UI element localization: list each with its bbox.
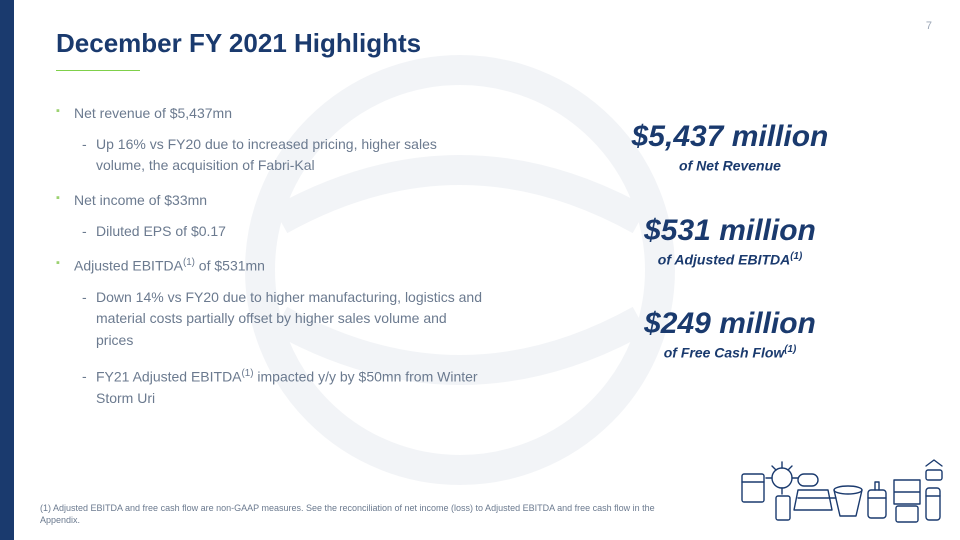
- stat-block-fcf: $249 million of Free Cash Flow(1): [540, 307, 920, 361]
- superscript: (1): [790, 251, 802, 262]
- page-number: 7: [926, 20, 932, 32]
- stat-label-text: of Adjusted EBITDA: [658, 251, 790, 267]
- bullet-text: Diluted EPS of $0.17: [96, 223, 226, 239]
- stat-label-text: of Net Revenue: [679, 158, 781, 174]
- bullet-item: Diluted EPS of $0.17: [56, 221, 486, 243]
- bullet-tail: of $531mn: [195, 258, 265, 274]
- left-accent-bar: [0, 0, 14, 540]
- stat-label-text: of Free Cash Flow: [664, 345, 785, 361]
- bullet-item: Down 14% vs FY20 due to higher manufactu…: [56, 287, 486, 352]
- stat-value: $249 million: [540, 307, 920, 340]
- stat-value: $5,437 million: [540, 120, 920, 153]
- title-underline: [56, 70, 140, 71]
- product-lineart-icon: [736, 440, 946, 530]
- bullet-item: Net income of $33mn: [56, 191, 486, 211]
- stat-block-revenue: $5,437 million of Net Revenue: [540, 120, 920, 174]
- superscript: (1): [242, 368, 254, 379]
- bullet-content: Net revenue of $5,437mn Up 16% vs FY20 d…: [56, 104, 486, 424]
- bullet-text: FY21 Adjusted EBITDA: [96, 368, 242, 384]
- slide: 7 December FY 2021 Highlights Net revenu…: [0, 0, 960, 540]
- bullet-item: Net revenue of $5,437mn: [56, 104, 486, 124]
- bullet-item: FY21 Adjusted EBITDA(1) impacted y/y by …: [56, 366, 486, 410]
- footnote: (1) Adjusted EBITDA and free cash flow a…: [40, 502, 680, 526]
- bullet-text: Adjusted EBITDA: [74, 258, 183, 274]
- bullet-item: Adjusted EBITDA(1) of $531mn: [56, 256, 486, 276]
- stat-value: $531 million: [540, 214, 920, 247]
- bullet-text: Net income of $33mn: [74, 192, 207, 208]
- bullet-text: Net revenue of $5,437mn: [74, 105, 232, 121]
- stat-label: of Net Revenue: [540, 157, 920, 174]
- stat-block-ebitda: $531 million of Adjusted EBITDA(1): [540, 214, 920, 268]
- bullet-text: Down 14% vs FY20 due to higher manufactu…: [96, 289, 482, 348]
- stat-label: of Free Cash Flow(1): [540, 344, 920, 361]
- stat-label: of Adjusted EBITDA(1): [540, 251, 920, 268]
- bullet-text: Up 16% vs FY20 due to increased pricing,…: [96, 136, 437, 174]
- stat-callouts: $5,437 million of Net Revenue $531 milli…: [540, 120, 920, 401]
- superscript: (1): [784, 344, 796, 355]
- superscript: (1): [183, 257, 195, 268]
- slide-title: December FY 2021 Highlights: [56, 28, 421, 59]
- bullet-item: Up 16% vs FY20 due to increased pricing,…: [56, 134, 486, 177]
